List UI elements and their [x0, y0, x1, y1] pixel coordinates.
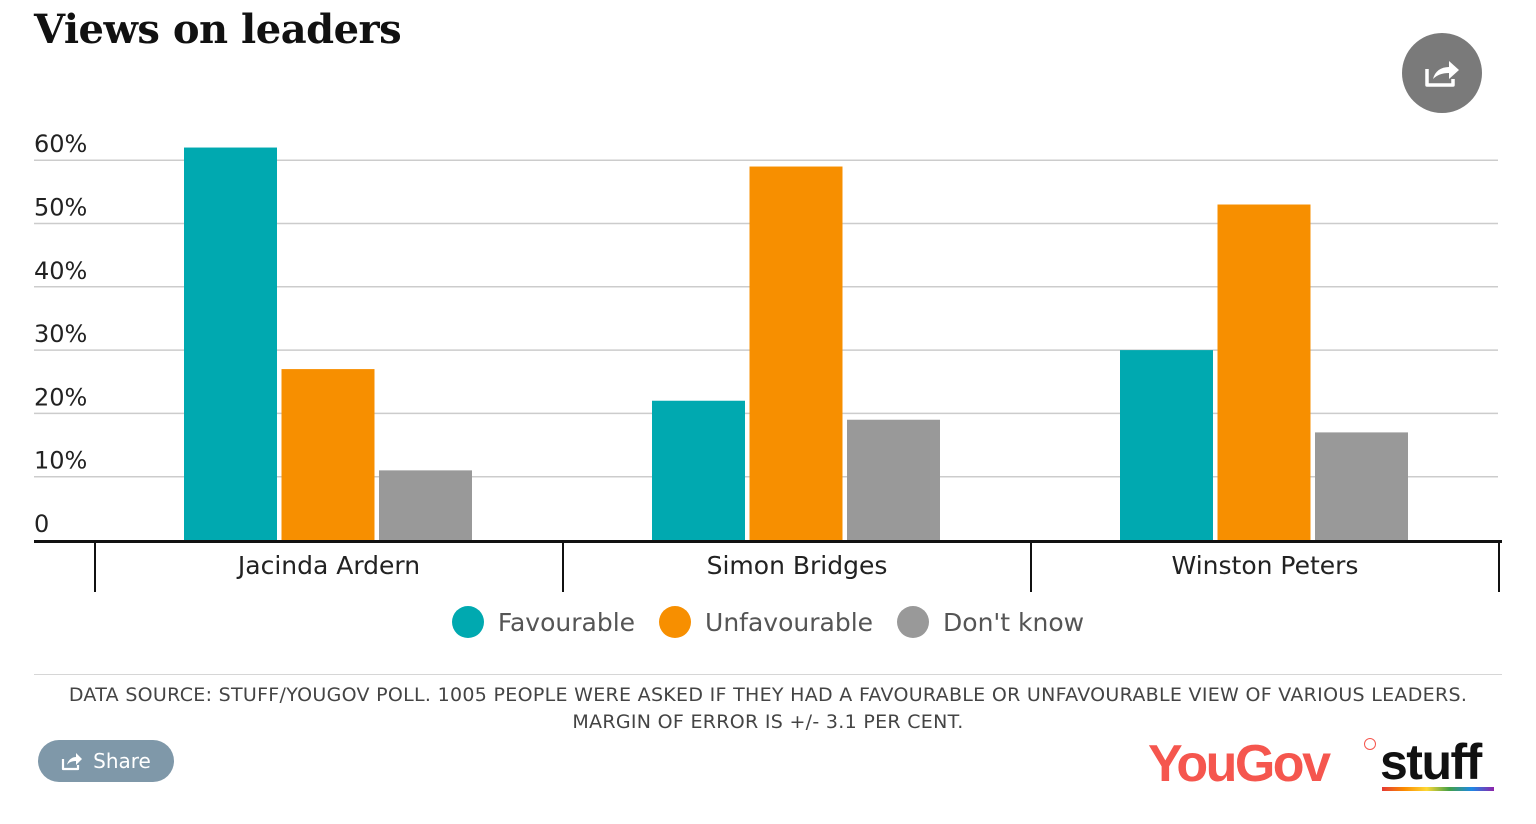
data-source-line-2: MARGIN OF ERROR IS +/- 3.1 PER CENT.	[572, 711, 964, 733]
bar-dont-know	[379, 470, 472, 540]
x-category-label: Jacinda Ardern	[236, 551, 420, 580]
legend-swatch-unfavourable	[659, 606, 692, 638]
yougov-logo: YouGov	[1148, 735, 1331, 793]
bar-favourable	[1120, 350, 1213, 540]
legend-swatch-favourable	[451, 606, 484, 638]
y-tick-label: 20%	[34, 383, 87, 411]
bar-chart: 0 10% 20% 30% 40% 50% 60% Jacinda Ardern Simon B…	[34, 130, 1502, 592]
legend-item-favourable[interactable]: Favourable	[451, 606, 636, 638]
y-tick-label: 50%	[34, 194, 87, 222]
share-button-label: Share	[93, 749, 151, 773]
x-category-label: Simon Bridges	[707, 551, 888, 580]
share-round-button[interactable]	[1402, 33, 1482, 113]
legend-item-dont-know[interactable]: Don't know	[897, 606, 1084, 638]
legend-label-unfavourable: Unfavourable	[705, 607, 874, 637]
bar-unfavourable	[749, 166, 843, 540]
legend-label-dont-know: Don't know	[943, 607, 1085, 637]
footer-divider	[34, 674, 1502, 675]
chart-title: Views on leaders	[34, 6, 402, 53]
y-tick-label: 0	[34, 510, 49, 538]
bar-dont-know	[1315, 432, 1408, 540]
data-source-line-1: DATA SOURCE: STUFF/YOUGOV POLL. 1005 PEO…	[68, 684, 1468, 706]
legend-item-unfavourable[interactable]: Unfavourable	[659, 606, 873, 638]
share-button[interactable]: Share	[38, 740, 174, 782]
bar-favourable	[184, 147, 277, 540]
registered-mark-icon	[1364, 738, 1376, 750]
bar-dont-know	[847, 419, 940, 540]
x-category-label: Winston Peters	[1172, 551, 1359, 580]
data-source-note: DATA SOURCE: STUFF/YOUGOV POLL. 1005 PEO…	[34, 682, 1502, 736]
legend-swatch-dont-know	[897, 606, 930, 638]
y-tick-label: 60%	[34, 130, 87, 158]
y-tick-label: 40%	[34, 257, 87, 285]
share-arrow-icon	[1425, 61, 1459, 87]
brand-logos: YouGov stuff	[1148, 734, 1498, 794]
legend: Favourable Unfavourable Don't know	[0, 606, 1536, 638]
y-tick-label: 10%	[34, 447, 87, 475]
stuff-logo-rainbow	[1382, 787, 1494, 791]
y-tick-label: 30%	[34, 320, 87, 348]
share-icon	[62, 753, 83, 771]
stuff-logo: stuff	[1380, 734, 1482, 790]
bar-unfavourable	[281, 369, 375, 540]
bar-favourable	[652, 400, 745, 540]
bar-unfavourable	[1217, 204, 1311, 540]
legend-label-favourable: Favourable	[497, 607, 636, 637]
